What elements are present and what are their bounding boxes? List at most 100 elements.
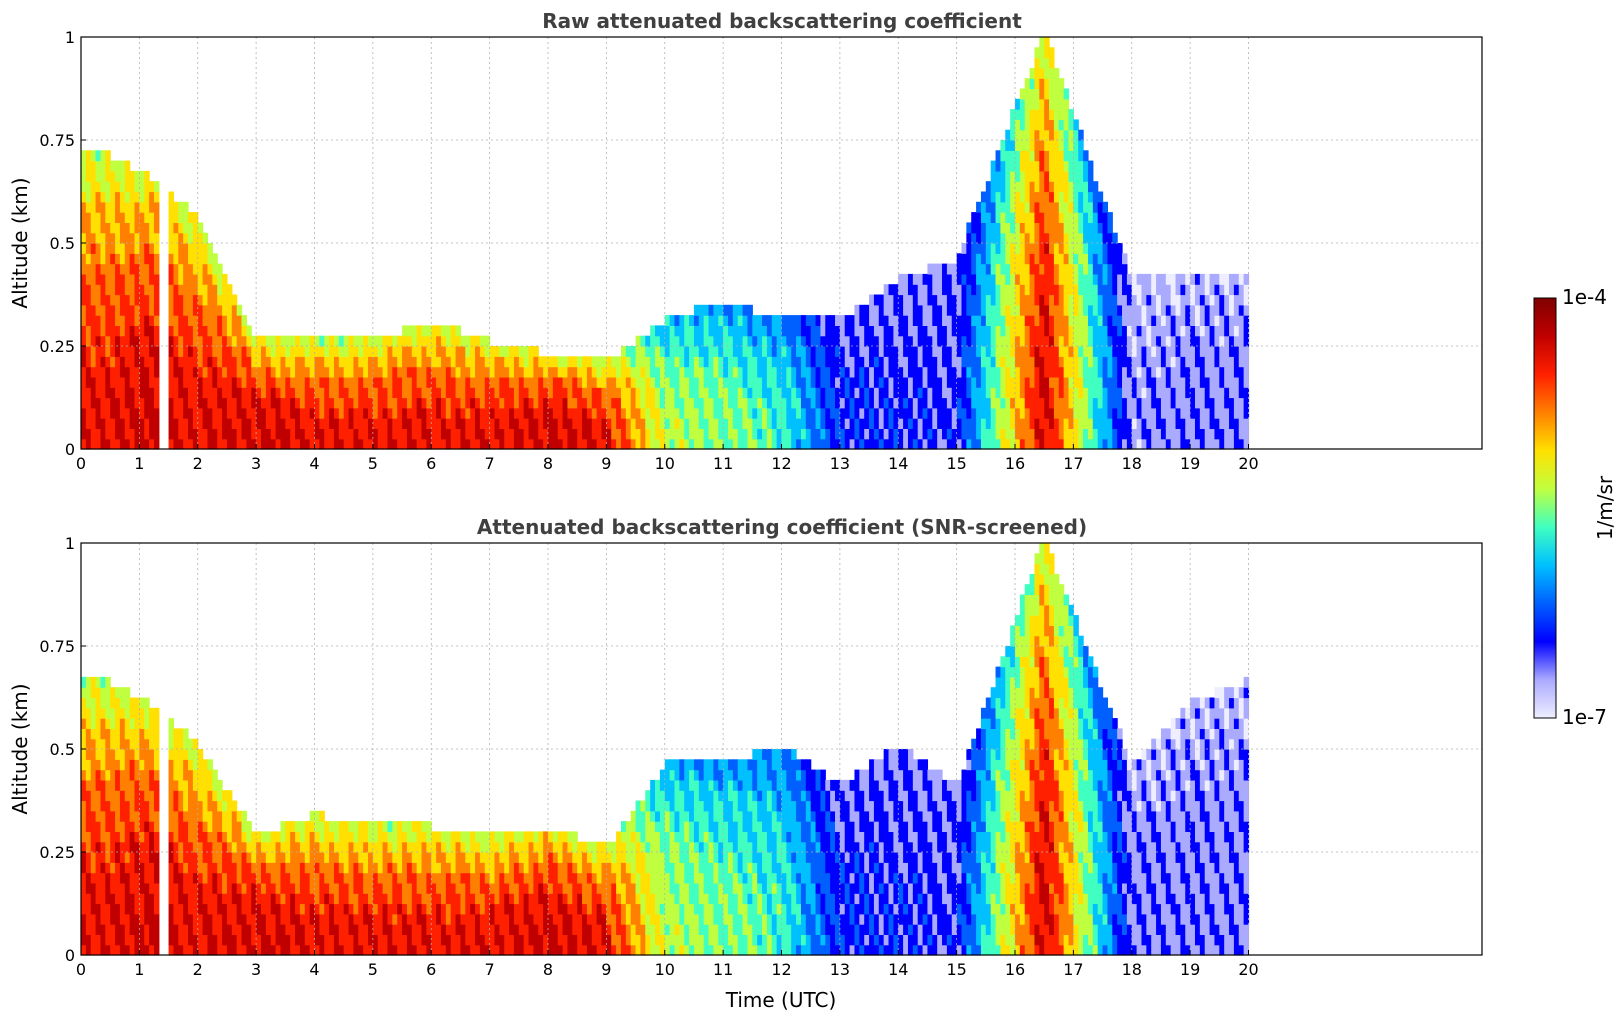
heatmap-cell: [353, 407, 359, 419]
heatmap-cell: [956, 438, 963, 450]
heatmap-cell: [844, 335, 851, 347]
heatmap-cell: [85, 212, 92, 223]
heatmap-cell: [85, 191, 92, 203]
heatmap-cell: [455, 397, 462, 409]
heatmap-cell: [124, 170, 131, 182]
heatmap-cell: [173, 852, 179, 863]
heatmap-cell: [1160, 366, 1167, 378]
heatmap-cell: [153, 387, 160, 399]
heatmap-cell: [927, 418, 933, 429]
heatmap-cell: [810, 376, 817, 388]
heatmap-cell: [217, 273, 223, 285]
heatmap-cell: [630, 397, 637, 409]
heatmap-cell: [499, 387, 505, 399]
heatmap-cell: [839, 366, 846, 378]
heatmap-cell: [499, 428, 505, 440]
heatmap-cell: [995, 191, 1001, 203]
heatmap-cell: [95, 253, 102, 265]
heatmap-cell: [747, 418, 753, 429]
heatmap-cell: [115, 759, 121, 771]
heatmap-cell: [1024, 438, 1031, 450]
heatmap-cell: [338, 335, 345, 347]
heatmap-cell: [226, 872, 233, 884]
heatmap-cell: [1165, 315, 1172, 326]
heatmap-cell: [178, 201, 184, 213]
heatmap-cell: [980, 387, 987, 399]
heatmap-cell: [869, 376, 875, 388]
heatmap-cell: [878, 346, 885, 357]
heatmap-cell: [90, 810, 97, 822]
heatmap-cell: [119, 315, 126, 326]
heatmap-cell: [932, 325, 938, 337]
heatmap-cell: [149, 418, 155, 429]
heatmap-cell: [207, 903, 213, 915]
heatmap-cell: [1000, 428, 1006, 440]
heatmap-cell: [1229, 376, 1235, 388]
heatmap-cell: [1204, 273, 1211, 285]
heatmap-cell: [956, 376, 963, 388]
heatmap-cell: [630, 346, 637, 357]
heatmap-cell: [207, 356, 213, 368]
heatmap-cell: [81, 903, 87, 915]
heatmap-cell: [907, 356, 914, 368]
heatmap-cell: [231, 304, 238, 316]
heatmap-cell: [426, 325, 432, 337]
heatmap-cell: [285, 831, 291, 843]
heatmap-cell: [776, 407, 783, 419]
heatmap-cell: [1131, 273, 1138, 285]
heatmap-cell: [173, 882, 179, 894]
heatmap-cell: [226, 841, 233, 853]
heatmap-cell: [1175, 304, 1181, 316]
heatmap-cell: [873, 325, 880, 337]
heatmap-cell: [402, 356, 408, 368]
heatmap-cell: [888, 418, 894, 429]
heatmap-cell: [703, 335, 710, 347]
heatmap-cell: [1034, 284, 1040, 296]
heatmap-cell: [124, 191, 131, 203]
heatmap-cell: [1141, 294, 1147, 306]
heatmap-cell: [115, 325, 121, 337]
heatmap-cell: [431, 418, 437, 429]
heatmap-cell: [139, 253, 145, 265]
heatmap-cell: [820, 335, 826, 347]
heatmap-cell: [372, 418, 379, 429]
heatmap-cell: [878, 315, 885, 326]
heatmap-cell: [1097, 387, 1104, 399]
heatmap-cell: [484, 346, 491, 357]
heatmap-cell: [1068, 140, 1074, 151]
heatmap-cell: [1097, 284, 1104, 296]
heatmap-cell: [275, 852, 282, 863]
heatmap-cell: [942, 294, 948, 306]
heatmap-cell: [1034, 407, 1040, 419]
heatmap-cell: [256, 872, 262, 884]
heatmap-cell: [679, 335, 685, 347]
heatmap-cell: [1092, 253, 1099, 265]
heatmap-cell: [139, 407, 145, 419]
heatmap-cell: [168, 212, 175, 223]
heatmap-cell: [1073, 129, 1079, 141]
heatmap-cell: [718, 428, 724, 440]
heatmap-cell: [990, 273, 997, 285]
heatmap-cell: [1126, 356, 1133, 368]
heatmap-cell: [295, 903, 301, 915]
heatmap-cell: [256, 407, 262, 419]
heatmap-cell: [81, 924, 87, 935]
heatmap-cell: [275, 934, 282, 946]
heatmap-cell: [869, 304, 875, 316]
heatmap-cell: [241, 407, 247, 419]
heatmap-cell: [119, 366, 126, 378]
heatmap-cell: [552, 366, 559, 378]
heatmap-cell: [1092, 428, 1099, 440]
heatmap-cell: [153, 366, 160, 378]
heatmap-cell: [1204, 325, 1211, 337]
heatmap-cell: [1209, 294, 1216, 306]
heatmap-cell: [110, 872, 116, 884]
heatmap-cell: [105, 882, 111, 894]
heatmap-cell: [144, 862, 150, 874]
heatmap-cell: [513, 438, 520, 450]
heatmap-cell: [1029, 356, 1036, 368]
heatmap-cell: [1087, 191, 1094, 203]
heatmap-cell: [129, 304, 136, 316]
heatmap-cell: [144, 831, 150, 843]
heatmap-cell: [548, 397, 554, 409]
